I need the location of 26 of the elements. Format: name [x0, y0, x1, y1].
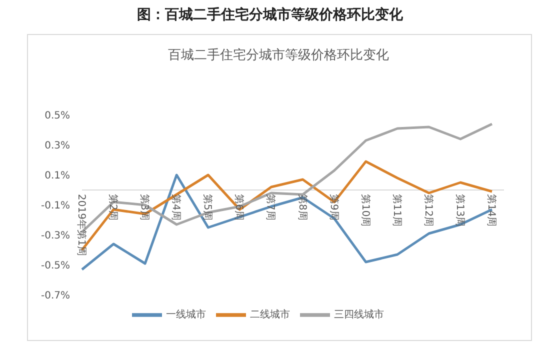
x-tick-label: 第2周 [107, 194, 120, 220]
y-tick-label: -0.5% [40, 260, 70, 272]
x-tick-label: 第7周 [264, 194, 277, 220]
x-tick-label: 第5周 [202, 194, 214, 220]
legend-label: 三四线城市 [334, 310, 384, 321]
chart-title: 图：百城二手住宅分城市等级价格环比变化 [136, 6, 404, 24]
y-tick-label: 0.1% [44, 170, 70, 182]
x-tick-label: 第11周 [390, 194, 403, 227]
y-tick-label: -0.3% [40, 230, 70, 242]
x-tick-label: 2019年第1周 [76, 194, 88, 256]
x-tick-label: 第4周 [170, 194, 182, 220]
y-tick-label: -0.1% [40, 200, 70, 212]
y-tick-label: 0.3% [44, 140, 70, 152]
y-tick-label: -0.7% [40, 290, 70, 302]
x-tick-label: 第10周 [359, 194, 372, 227]
legend-label: 二线城市 [250, 310, 290, 321]
x-tick-label: 第3周 [138, 194, 151, 220]
x-tick-label: 第6周 [233, 194, 246, 220]
y-tick-label: 0.5% [44, 110, 70, 122]
x-tick-label: 第9周 [328, 194, 340, 220]
legend-label: 一线城市 [166, 310, 206, 321]
chart-subtitle: 百城二手住宅分城市等级价格环比变化 [167, 47, 390, 64]
x-tick-label: 第13周 [454, 194, 466, 227]
x-tick-label: 第14周 [486, 194, 498, 227]
x-tick-label: 第8周 [296, 194, 308, 220]
x-tick-label: 第12周 [422, 194, 434, 227]
